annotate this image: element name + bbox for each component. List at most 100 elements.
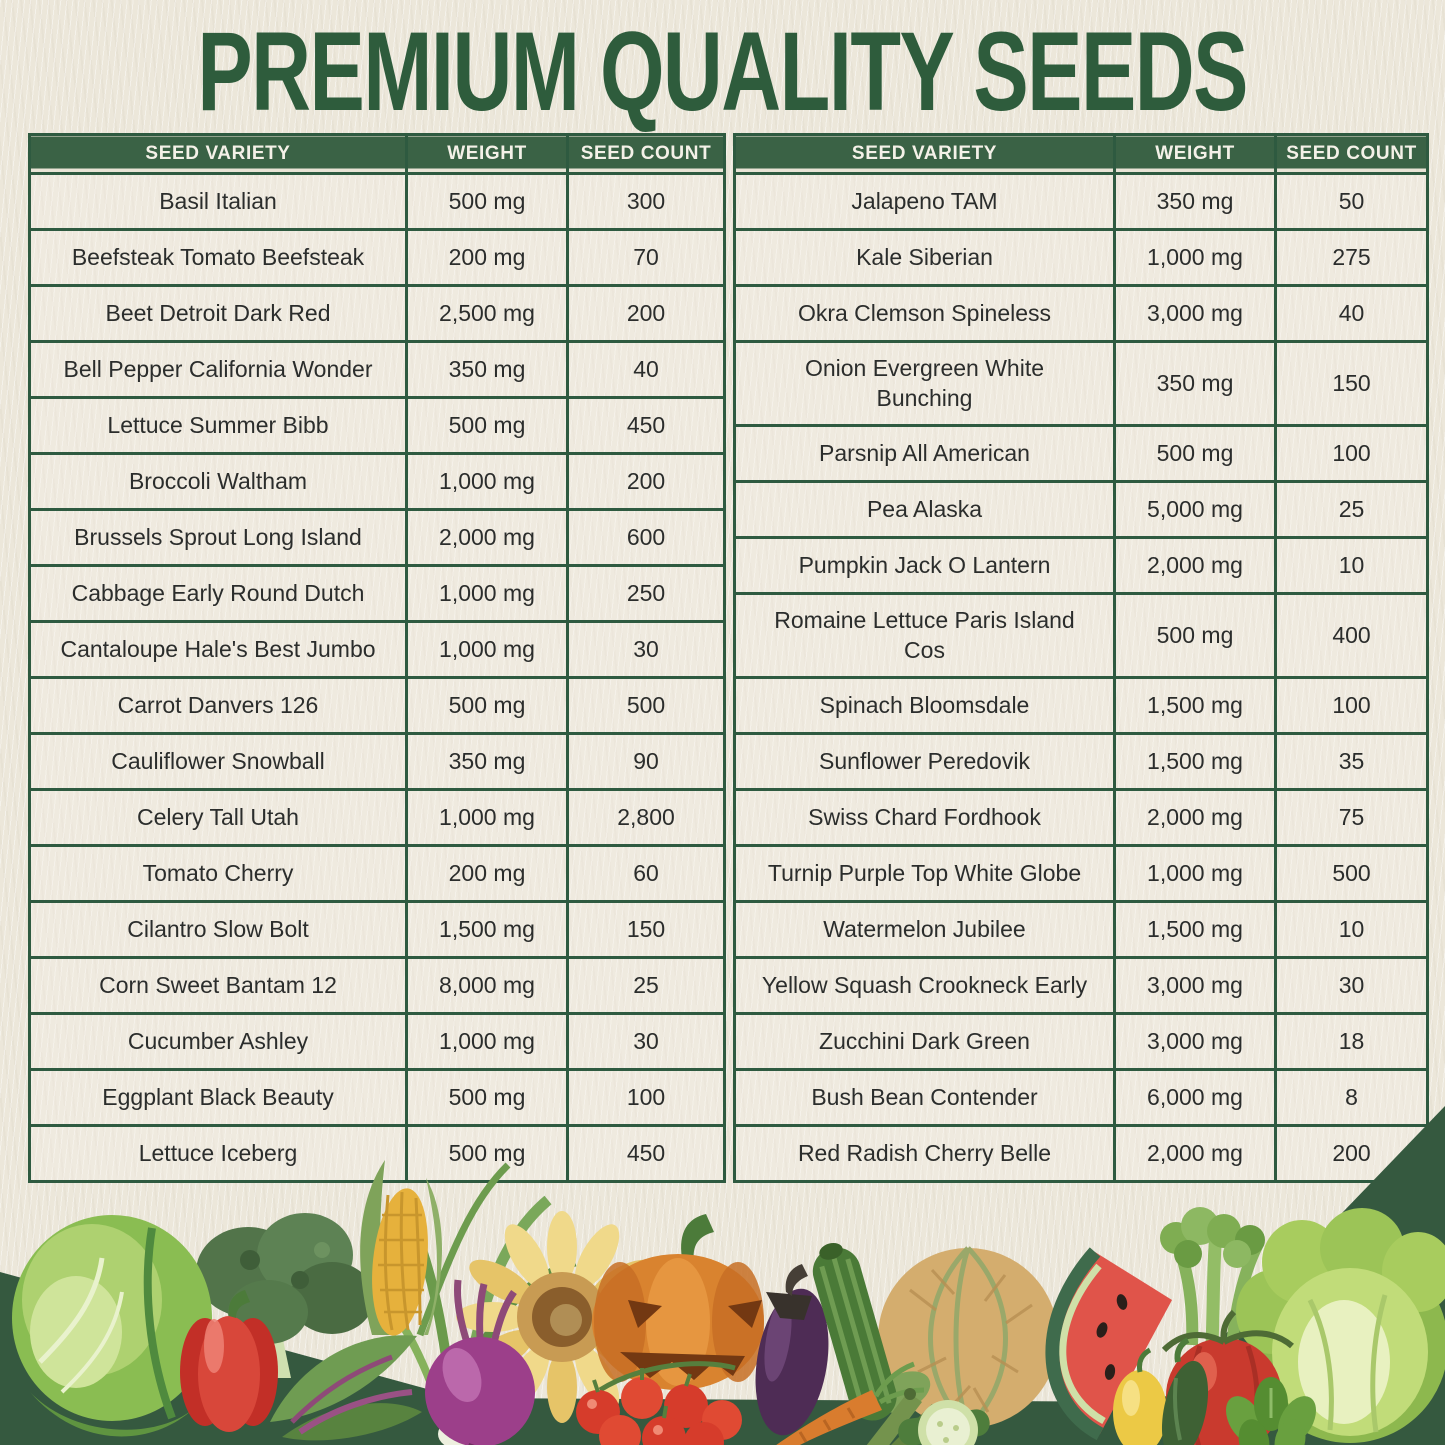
count-cell: 100 [1274, 424, 1429, 483]
weight-cell: 1,000 mg [405, 564, 569, 623]
variety-cell: Jalapeno TAM [733, 172, 1116, 231]
table-row: Turnip Purple Top White Globe 1,000 mg 500 [733, 844, 1429, 903]
broccoli-icon [196, 1213, 374, 1378]
variety-cell: Swiss Chard Fordhook [733, 788, 1116, 847]
count-cell: 40 [566, 340, 726, 399]
variety-cell: Zucchini Dark Green [733, 1012, 1116, 1071]
seed-table-right: SEED VARIETY WEIGHT SEED COUNT Jalapeno … [733, 133, 1429, 1183]
count-cell: 25 [1274, 480, 1429, 539]
carrot-icon [776, 1361, 925, 1445]
table-row: Pea Alaska 5,000 mg 25 [733, 480, 1429, 539]
weight-cell: 350 mg [1113, 340, 1277, 427]
count-cell: 90 [566, 732, 726, 791]
variety-cell: Corn Sweet Bantam 12 [28, 956, 408, 1015]
table-row: Spinach Bloomsdale 1,500 mg 100 [733, 676, 1429, 735]
table-row: Yellow Squash Crookneck Early 3,000 mg 30 [733, 956, 1429, 1015]
count-cell: 35 [1274, 732, 1429, 791]
weight-cell: 500 mg [405, 1124, 569, 1183]
count-cell: 150 [566, 900, 726, 959]
iceberg-lettuce-icon [1236, 1208, 1445, 1443]
table-row: Swiss Chard Fordhook 2,000 mg 75 [733, 788, 1429, 847]
variety-cell: Cauliflower Snowball [28, 732, 408, 791]
count-cell: 75 [1274, 788, 1429, 847]
count-cell: 8 [1274, 1068, 1429, 1127]
variety-cell: Bush Bean Contender [733, 1068, 1116, 1127]
weight-cell: 2,000 mg [1113, 1124, 1277, 1183]
yellow-squash-icon [1113, 1347, 1167, 1445]
count-cell: 500 [1274, 844, 1429, 903]
count-cell: 60 [566, 844, 726, 903]
variety-cell: Beet Detroit Dark Red [28, 284, 408, 343]
weight-cell: 500 mg [405, 396, 569, 455]
variety-cell: Celery Tall Utah [28, 788, 408, 847]
count-cell: 275 [1274, 228, 1429, 287]
page-title-text: PREMIUM QUALITY SEEDS [197, 9, 1249, 134]
column-header-weight: WEIGHT [1113, 133, 1277, 175]
page-title: PREMIUM QUALITY SEEDS [0, 16, 1445, 128]
weight-cell: 1,500 mg [1113, 676, 1277, 735]
weight-cell: 500 mg [1113, 424, 1277, 483]
variety-cell: Tomato Cherry [28, 844, 408, 903]
column-header-seed-count: SEED COUNT [566, 133, 726, 175]
variety-cell: Bell Pepper California Wonder [28, 340, 408, 399]
weight-cell: 2,000 mg [1113, 536, 1277, 595]
table-row: Lettuce Summer Bibb 500 mg 450 [28, 396, 726, 455]
variety-cell: Watermelon Jubilee [733, 900, 1116, 959]
table-row: Cucumber Ashley 1,000 mg 30 [28, 1012, 726, 1071]
weight-cell: 500 mg [405, 676, 569, 735]
weight-cell: 2,000 mg [1113, 788, 1277, 847]
table-row: Pumpkin Jack O Lantern 2,000 mg 10 [733, 536, 1429, 595]
column-header-seed-variety: SEED VARIETY [28, 133, 408, 175]
count-cell: 250 [566, 564, 726, 623]
red-bell-pepper-icon [180, 1290, 278, 1432]
cabbage-icon [12, 1215, 212, 1437]
vegetable-border-illustration [0, 1106, 1445, 1445]
variety-cell: Romaine Lettuce Paris Island Cos [733, 592, 1116, 679]
watermelon-slice-icon [1045, 1247, 1172, 1441]
table-row: Eggplant Black Beauty 500 mg 100 [28, 1068, 726, 1127]
count-cell: 10 [1274, 536, 1429, 595]
table-row: Cabbage Early Round Dutch 1,000 mg 250 [28, 564, 726, 623]
weight-cell: 1,500 mg [1113, 900, 1277, 959]
variety-cell: Cabbage Early Round Dutch [28, 564, 408, 623]
weight-cell: 1,500 mg [1113, 732, 1277, 791]
variety-cell: Lettuce Summer Bibb [28, 396, 408, 455]
table-row: Cilantro Slow Bolt 1,500 mg 150 [28, 900, 726, 959]
table-row: Romaine Lettuce Paris Island Cos 500 mg 40… [733, 592, 1429, 679]
variety-cell: Beefsteak Tomato Beefsteak [28, 228, 408, 287]
table-row: Corn Sweet Bantam 12 8,000 mg 25 [28, 956, 726, 1015]
weight-cell: 200 mg [405, 844, 569, 903]
table-row: Bell Pepper California Wonder 350 mg 40 [28, 340, 726, 399]
basil-icon [1226, 1377, 1316, 1445]
weight-cell: 500 mg [1113, 592, 1277, 679]
seed-table-left: SEED VARIETY WEIGHT SEED COUNT Basil Ita… [28, 133, 726, 1183]
variety-cell: Basil Italian [28, 172, 408, 231]
variety-cell: Cilantro Slow Bolt [28, 900, 408, 959]
table-row: Tomato Cherry 200 mg 60 [28, 844, 726, 903]
variety-cell: Pea Alaska [733, 480, 1116, 539]
table-row: Zucchini Dark Green 3,000 mg 18 [733, 1012, 1429, 1071]
weight-cell: 5,000 mg [1113, 480, 1277, 539]
purple-turnip-icon [425, 1279, 535, 1445]
weight-cell: 1,000 mg [405, 452, 569, 511]
cucumber-icon [898, 1400, 990, 1445]
table-header-row: SEED VARIETY WEIGHT SEED COUNT [733, 133, 1429, 175]
variety-cell: Kale Siberian [733, 228, 1116, 287]
table-row: Onion Evergreen White Bunching 350 mg 150 [733, 340, 1429, 427]
weight-cell: 350 mg [405, 732, 569, 791]
variety-cell: Okra Clemson Spineless [733, 284, 1116, 343]
variety-cell: Parsnip All American [733, 424, 1116, 483]
table-row: Cantaloupe Hale's Best Jumbo 1,000 mg 30 [28, 620, 726, 679]
weight-cell: 1,000 mg [405, 1012, 569, 1071]
table-row: Okra Clemson Spineless 3,000 mg 40 [733, 284, 1429, 343]
table-row: Parsnip All American 500 mg 100 [733, 424, 1429, 483]
count-cell: 18 [1274, 1012, 1429, 1071]
table-row: Watermelon Jubilee 1,500 mg 10 [733, 900, 1429, 959]
variety-cell: Turnip Purple Top White Globe [733, 844, 1116, 903]
table-row: Bush Bean Contender 6,000 mg 8 [733, 1068, 1429, 1127]
table-row: Beet Detroit Dark Red 2,500 mg 200 [28, 284, 726, 343]
variety-cell: Sunflower Peredovik [733, 732, 1116, 791]
variety-cell: Onion Evergreen White Bunching [733, 340, 1116, 427]
count-cell: 30 [566, 1012, 726, 1071]
